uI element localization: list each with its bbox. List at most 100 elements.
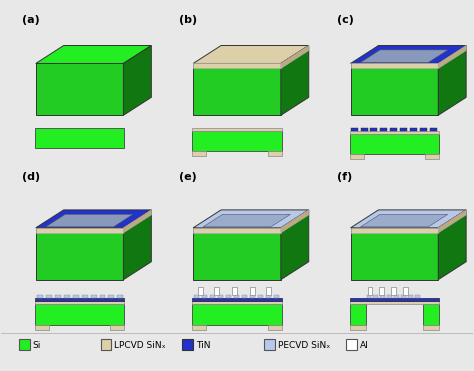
- Polygon shape: [193, 63, 281, 68]
- Bar: [35, 325, 49, 331]
- Bar: [250, 295, 255, 298]
- Bar: [361, 128, 367, 131]
- Bar: [367, 287, 373, 295]
- Bar: [194, 295, 199, 298]
- Text: (c): (c): [337, 14, 354, 24]
- Bar: [46, 295, 52, 298]
- Bar: [264, 339, 275, 350]
- Bar: [73, 295, 79, 298]
- Polygon shape: [361, 214, 448, 227]
- Bar: [381, 295, 385, 298]
- Text: Si: Si: [33, 341, 41, 350]
- Bar: [35, 303, 124, 325]
- Polygon shape: [281, 46, 309, 68]
- Text: TiN: TiN: [196, 341, 210, 350]
- Polygon shape: [351, 210, 466, 228]
- Bar: [109, 295, 114, 298]
- Polygon shape: [351, 46, 466, 63]
- Polygon shape: [193, 228, 281, 280]
- Polygon shape: [351, 228, 438, 233]
- Bar: [226, 295, 231, 298]
- Text: (e): (e): [179, 172, 197, 182]
- Bar: [403, 287, 409, 295]
- Bar: [258, 295, 263, 298]
- Bar: [350, 154, 364, 159]
- Bar: [100, 339, 111, 350]
- Bar: [35, 128, 124, 148]
- Bar: [350, 301, 439, 303]
- Bar: [202, 295, 207, 298]
- Bar: [182, 339, 193, 350]
- Bar: [350, 131, 439, 134]
- Polygon shape: [203, 214, 291, 227]
- Text: (f): (f): [337, 172, 352, 182]
- Polygon shape: [351, 63, 438, 68]
- Text: Al: Al: [360, 341, 368, 350]
- Bar: [420, 128, 427, 131]
- Bar: [266, 287, 271, 295]
- Bar: [37, 295, 43, 298]
- Bar: [192, 128, 282, 131]
- Polygon shape: [123, 46, 151, 115]
- Polygon shape: [36, 210, 151, 228]
- Bar: [430, 128, 437, 131]
- Polygon shape: [361, 50, 448, 62]
- Bar: [391, 128, 397, 131]
- Polygon shape: [193, 63, 281, 115]
- Bar: [371, 128, 377, 131]
- Text: (a): (a): [22, 14, 39, 24]
- Bar: [425, 154, 439, 159]
- Polygon shape: [281, 46, 309, 115]
- Bar: [346, 339, 356, 350]
- Bar: [350, 134, 439, 154]
- Bar: [423, 303, 439, 325]
- Polygon shape: [438, 46, 466, 115]
- Polygon shape: [438, 210, 466, 233]
- Bar: [366, 295, 372, 298]
- Bar: [232, 287, 237, 295]
- Bar: [82, 295, 88, 298]
- Bar: [381, 128, 387, 131]
- Bar: [35, 301, 124, 303]
- Text: (b): (b): [179, 14, 197, 24]
- Polygon shape: [193, 210, 309, 228]
- Bar: [380, 287, 384, 295]
- Bar: [387, 295, 392, 298]
- Text: (d): (d): [22, 172, 40, 182]
- Bar: [55, 295, 61, 298]
- Bar: [250, 287, 255, 295]
- Bar: [64, 295, 70, 298]
- Bar: [409, 295, 413, 298]
- Bar: [192, 303, 282, 325]
- Bar: [234, 295, 239, 298]
- Polygon shape: [193, 46, 309, 63]
- Bar: [351, 128, 357, 131]
- Bar: [401, 295, 406, 298]
- Bar: [350, 303, 365, 325]
- Polygon shape: [438, 210, 466, 280]
- Bar: [218, 295, 223, 298]
- Bar: [192, 298, 282, 301]
- Text: PECVD SiNₓ: PECVD SiNₓ: [278, 341, 330, 350]
- Bar: [192, 131, 282, 151]
- Bar: [350, 298, 439, 301]
- Bar: [192, 301, 282, 303]
- Bar: [91, 295, 97, 298]
- Polygon shape: [36, 46, 151, 63]
- Bar: [274, 295, 279, 298]
- Bar: [110, 325, 124, 331]
- Bar: [266, 295, 271, 298]
- Bar: [374, 295, 378, 298]
- Text: LPCVD SiNₓ: LPCVD SiNₓ: [114, 341, 166, 350]
- Polygon shape: [36, 228, 123, 280]
- Polygon shape: [36, 228, 123, 233]
- Bar: [19, 339, 30, 350]
- Polygon shape: [351, 228, 438, 280]
- Bar: [214, 287, 219, 295]
- Bar: [192, 325, 206, 331]
- Polygon shape: [46, 214, 133, 227]
- Polygon shape: [36, 63, 123, 115]
- Bar: [100, 295, 106, 298]
- Polygon shape: [123, 210, 151, 233]
- Bar: [350, 325, 365, 331]
